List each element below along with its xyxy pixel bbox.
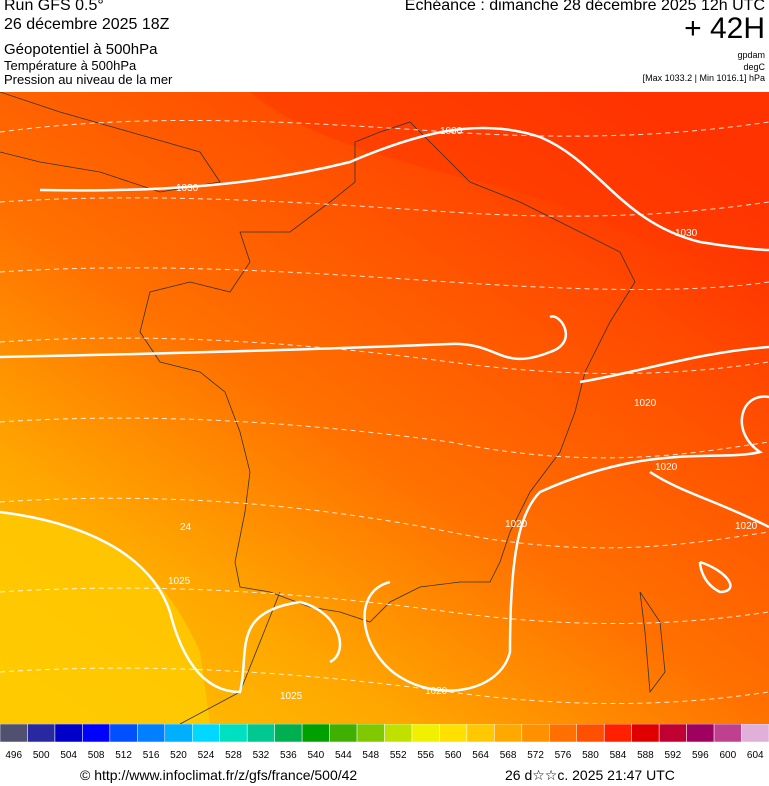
colorbar-cell (494, 724, 523, 743)
colorbar-cell (521, 724, 550, 743)
colorbar-label: 500 (33, 750, 50, 761)
colorbar-cell (603, 724, 632, 743)
colorbar-cell (0, 724, 28, 743)
colorbar-cell (219, 724, 248, 743)
field: Température à 500hPa (4, 58, 137, 73)
run-date: 26 décembre 2025 18Z (4, 16, 170, 33)
colorbar-label: 600 (719, 750, 736, 761)
colorbar-cell (246, 724, 275, 743)
colorbar-label: 548 (362, 750, 379, 761)
colorbar-label: 580 (582, 750, 599, 761)
contour-label: 1020 (655, 462, 678, 473)
colorbar-cell (576, 724, 605, 743)
colorbar-label: 532 (253, 750, 270, 761)
colorbar: 496 500 504 508 512 516 520 524 528 532 536 540 544 5… (0, 724, 769, 761)
contour-labels: 1030 1030 1030 1020 1020 1020 1020 1025 1020 1025… (168, 126, 758, 702)
coastline (0, 92, 666, 724)
colorbar-cell (164, 724, 193, 743)
colorbar-label: 560 (445, 750, 462, 761)
colorbar-label: 588 (637, 750, 654, 761)
contour-label: 1020 (425, 686, 448, 697)
range: [Max 1033.2 | Min 1016.1] hPa (642, 73, 765, 83)
footer-time: 26 d☆☆c. 2025 21:47 UTC (505, 767, 675, 783)
colorbar-cell (356, 724, 385, 743)
colorbar-label: 552 (390, 750, 407, 761)
contour-label: 1030 (176, 183, 199, 194)
colorbar-label: 556 (417, 750, 434, 761)
colorbar-label: 496 (5, 750, 22, 761)
colorbar-label: 604 (747, 750, 764, 761)
colorbar-cell (274, 724, 303, 743)
unit: gpdam (737, 50, 765, 60)
colorbar-cell (329, 724, 358, 743)
colorbar-label: 592 (665, 750, 682, 761)
colorbar-cell (713, 724, 742, 743)
lead-time: + 42H (684, 12, 765, 45)
colorbar-cell (686, 724, 715, 743)
colorbar-label: 564 (472, 750, 489, 761)
contour-label: 1025 (168, 576, 191, 587)
contour-label: 1030 (440, 126, 463, 137)
temperature-isolines (0, 119, 769, 705)
colorbar-label: 544 (335, 750, 352, 761)
colorbar-label: 576 (555, 750, 572, 761)
contour-label: 1030 (675, 228, 698, 239)
colorbar-label: 536 (280, 750, 297, 761)
echeance: Echéance : dimanche 28 décembre 2025 12h… (404, 0, 765, 14)
colorbar-label: 584 (610, 750, 627, 761)
unit: degC (743, 62, 765, 72)
band (0, 512, 210, 724)
colorbar-label: 516 (143, 750, 160, 761)
colorbar-cell (411, 724, 440, 743)
colorbar-label: 524 (198, 750, 215, 761)
colorbar-label: 596 (692, 750, 709, 761)
colorbar-cell (192, 724, 220, 743)
contour-label: 1020 (505, 519, 528, 530)
pressure-isobars (0, 126, 769, 694)
colorbar-label: 528 (225, 750, 242, 761)
colorbar-label: 540 (307, 750, 324, 761)
colorbar-cell (741, 724, 769, 743)
contour-label: 24 (180, 522, 192, 533)
colorbar-cell (109, 724, 138, 743)
colorbar-cell (54, 724, 83, 743)
colorbar-label: 568 (500, 750, 517, 761)
colorbar-cell (466, 724, 495, 743)
colorbar-label: 504 (60, 750, 77, 761)
field: Pression au niveau de la mer (4, 72, 173, 87)
footer-url: © http://www.infoclimat.fr/z/gfs/france/… (80, 767, 358, 783)
colorbar-label: 508 (88, 750, 105, 761)
colorbar-cell (439, 724, 468, 743)
colorbar-label: 520 (170, 750, 187, 761)
colorbar-cell (82, 724, 111, 743)
colorbar-cell (631, 724, 660, 743)
colorbar-cell (384, 724, 413, 743)
field: Géopotentiel à 500hPa (4, 41, 158, 58)
run: Run GFS 0.5° (4, 0, 104, 14)
contour-label: 1020 (735, 521, 758, 532)
colorbar-cell (137, 724, 166, 743)
colorbar-label: 572 (527, 750, 544, 761)
colorbar-cell (658, 724, 687, 743)
colorbar-cell (549, 724, 577, 743)
colorbar-label: 512 (115, 750, 132, 761)
colorbar-cell (27, 724, 56, 743)
colorbar-cell (301, 724, 330, 743)
map: 1030 1030 1030 1020 1020 1020 1020 1025 1020 1025… (0, 92, 769, 724)
contour-label: 1025 (280, 691, 303, 702)
contour-label: 1020 (634, 398, 657, 409)
